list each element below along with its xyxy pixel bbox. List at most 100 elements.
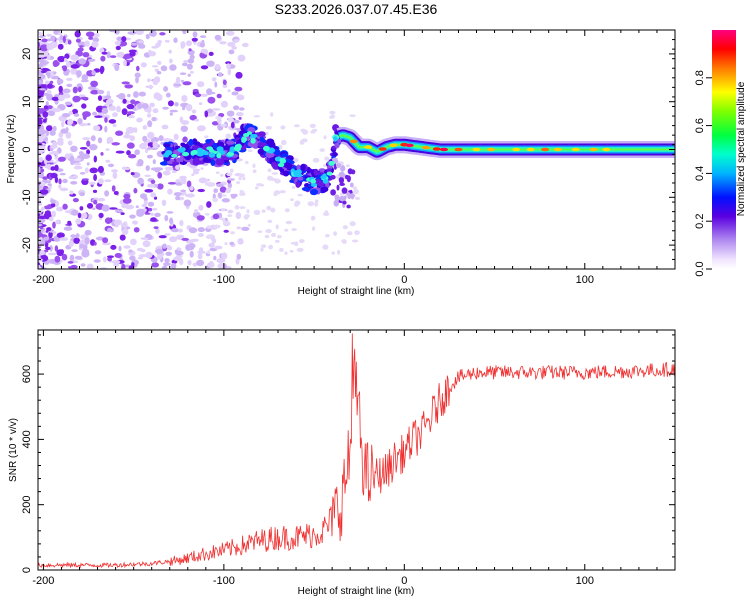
y-tick-label: 200 bbox=[21, 496, 33, 514]
noise-speckle bbox=[67, 140, 73, 146]
noise-speckle bbox=[121, 167, 131, 170]
noise-speckle bbox=[150, 192, 157, 198]
noise-speckle bbox=[116, 105, 121, 113]
noise-speckle bbox=[70, 264, 78, 269]
noise-speckle bbox=[215, 63, 221, 71]
noise-speckle bbox=[59, 187, 69, 192]
noise-speckle bbox=[168, 236, 178, 243]
noise-speckle bbox=[103, 256, 107, 263]
noise-speckle bbox=[187, 73, 191, 77]
noise-speckle bbox=[112, 112, 118, 118]
noise-speckle bbox=[185, 104, 193, 112]
noise-speckle bbox=[123, 134, 132, 139]
noise-speckle bbox=[158, 135, 164, 142]
noise-speckle bbox=[50, 35, 56, 42]
noise-speckle bbox=[38, 156, 43, 163]
noise-speckle bbox=[239, 107, 245, 111]
ridge-point bbox=[257, 141, 265, 148]
noise-speckle bbox=[42, 118, 47, 123]
noise-speckle bbox=[59, 172, 66, 176]
noise-speckle bbox=[171, 170, 177, 174]
ridge-peak bbox=[182, 151, 190, 157]
noise-speckle bbox=[186, 180, 192, 188]
ridge-point bbox=[197, 160, 205, 165]
ridge-point bbox=[313, 168, 319, 176]
noise-speckle bbox=[38, 166, 41, 173]
noise-speckle bbox=[214, 81, 218, 88]
noise-speckle bbox=[93, 259, 101, 263]
noise-speckle bbox=[182, 30, 187, 35]
noise-speckle bbox=[51, 210, 56, 218]
noise-speckle bbox=[209, 247, 218, 252]
noise-speckle bbox=[106, 98, 114, 105]
noise-speckle bbox=[189, 250, 194, 258]
noise-speckle bbox=[65, 60, 71, 68]
noise-speckle bbox=[197, 125, 206, 132]
noise-speckle bbox=[82, 52, 90, 58]
noise-speckle bbox=[146, 154, 153, 159]
noise-speckle bbox=[223, 229, 229, 233]
noise-speckle bbox=[181, 79, 184, 83]
noise-speckle bbox=[73, 158, 82, 161]
x-tick-label: 0 bbox=[401, 575, 407, 587]
noise-speckle bbox=[72, 86, 78, 94]
noise-speckle bbox=[314, 201, 319, 207]
noise-speckle bbox=[57, 139, 64, 146]
noise-speckle bbox=[64, 57, 68, 62]
noise-speckle bbox=[322, 212, 330, 217]
noise-speckle bbox=[196, 215, 205, 221]
noise-speckle bbox=[42, 111, 49, 118]
noise-speckle bbox=[40, 84, 47, 90]
noise-speckle bbox=[38, 41, 41, 49]
noise-speckle bbox=[121, 203, 130, 209]
noise-speckle bbox=[39, 44, 49, 52]
noise-speckle bbox=[122, 56, 131, 59]
noise-speckle bbox=[106, 90, 111, 97]
noise-speckle bbox=[56, 78, 64, 85]
noise-speckle bbox=[252, 163, 256, 168]
noise-speckle bbox=[46, 33, 52, 37]
noise-speckle bbox=[211, 77, 217, 82]
noise-speckle bbox=[73, 165, 83, 170]
noise-speckle bbox=[93, 241, 97, 246]
noise-speckle bbox=[38, 54, 43, 57]
noise-speckle bbox=[85, 31, 95, 37]
noise-speckle bbox=[352, 188, 359, 195]
noise-speckle bbox=[58, 96, 63, 100]
noise-speckle bbox=[133, 127, 138, 133]
noise-speckle bbox=[180, 125, 188, 132]
ridge-peak bbox=[229, 149, 235, 153]
noise-speckle bbox=[98, 178, 104, 185]
ridge-point bbox=[335, 163, 342, 168]
noise-speckle bbox=[188, 245, 195, 251]
noise-speckle bbox=[206, 91, 216, 95]
noise-speckle bbox=[137, 159, 144, 166]
ridge-peak bbox=[241, 136, 248, 142]
ridge-hotspot bbox=[571, 147, 580, 152]
noise-speckle bbox=[43, 105, 49, 109]
noise-speckle bbox=[126, 111, 135, 115]
noise-speckle bbox=[38, 118, 43, 126]
noise-speckle bbox=[133, 227, 140, 233]
noise-speckle bbox=[104, 95, 112, 100]
y-tick-label: 20 bbox=[21, 48, 33, 60]
ridge-point bbox=[268, 141, 276, 148]
noise-speckle bbox=[349, 221, 356, 227]
noise-speckle bbox=[93, 199, 98, 205]
noise-speckle bbox=[145, 251, 153, 259]
noise-speckle bbox=[64, 53, 70, 60]
noise-speckle bbox=[164, 258, 170, 263]
noise-speckle bbox=[319, 148, 326, 152]
noise-speckle bbox=[38, 213, 41, 217]
noise-speckle bbox=[236, 94, 245, 101]
noise-speckle bbox=[196, 259, 205, 267]
noise-speckle bbox=[241, 226, 250, 231]
colorbar: 0.0 0.2 0.4 0.6 0.8 Normalized spectral ampl… bbox=[694, 30, 747, 277]
noise-speckle bbox=[241, 42, 249, 48]
noise-speckle bbox=[155, 42, 162, 48]
noise-speckle bbox=[79, 206, 84, 211]
noise-speckle bbox=[113, 191, 119, 195]
noise-speckle bbox=[325, 234, 330, 238]
noise-speckle bbox=[194, 209, 199, 213]
noise-speckle bbox=[105, 159, 111, 163]
